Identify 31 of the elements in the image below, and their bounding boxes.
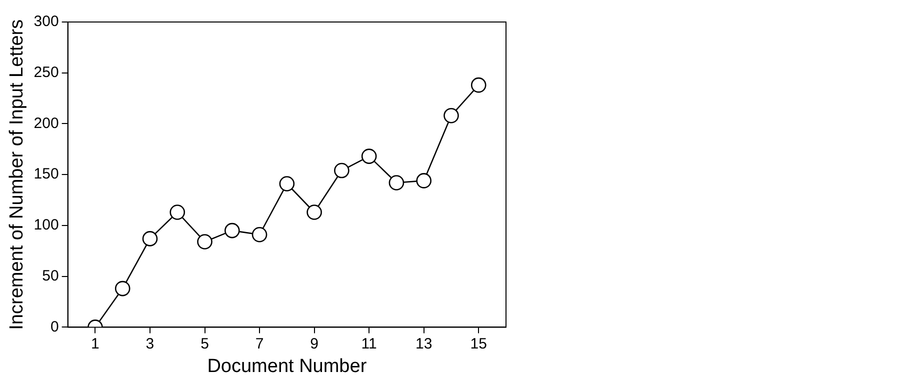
- x-tick-label: 15: [470, 335, 487, 352]
- point: [334, 162, 350, 178]
- point: [416, 173, 432, 188]
- point: [444, 108, 459, 124]
- point: [197, 234, 212, 250]
- y-tick-label: 50: [42, 267, 59, 284]
- y-tick-label: 150: [34, 166, 59, 183]
- point: [170, 204, 186, 220]
- x-axis-title: Document Number: [207, 356, 368, 377]
- x-tick-label: 13: [416, 335, 432, 352]
- point: [361, 148, 377, 164]
- y-axis-title: Increment of Number of Input Letters: [6, 19, 28, 330]
- y-tick-label: 200: [34, 114, 59, 132]
- point: [252, 226, 268, 242]
- x-tick-label: 11: [361, 335, 377, 352]
- x-tick-label: 3: [146, 335, 154, 352]
- point: [114, 280, 130, 296]
- x-tick-label: 5: [200, 335, 209, 352]
- point: [470, 77, 486, 93]
- point: [388, 175, 404, 190]
- y-tick-label: 0: [50, 318, 59, 336]
- y-tick-label: 250: [34, 64, 59, 82]
- y-tick-label: 100: [34, 216, 59, 234]
- x-tick-label: 1: [91, 335, 100, 352]
- point: [142, 231, 158, 246]
- point: [279, 176, 295, 192]
- x-tick-label: 7: [255, 335, 264, 352]
- y-tick-label: 300: [34, 13, 59, 30]
- point: [224, 222, 240, 238]
- point: [306, 204, 322, 220]
- x-tick-label: 9: [310, 335, 318, 352]
